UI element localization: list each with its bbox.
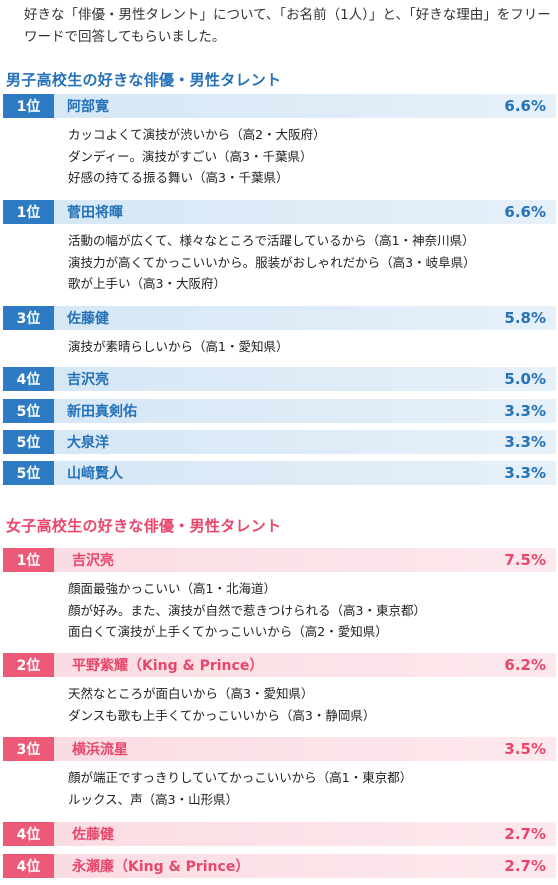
talent-name: 佐藤健	[72, 827, 114, 843]
percentage: 3.3%	[504, 402, 546, 420]
talent-name: 大泉洋	[67, 435, 109, 451]
reason-item: 顔が端正ですっきりしていてかっこいいから（高1・東京都）	[68, 770, 413, 785]
ranking-row: 2位 平野紫耀（King & Prince） 6.2%	[3, 653, 556, 677]
talent-name: 新田真剣佑	[67, 404, 137, 420]
reason-item: 演技力が高くてかっこいいから。服装がおしゃれだから（高3・岐阜県）	[68, 254, 476, 270]
reason-item: 演技が素晴らしいから（高1・愛知県）	[68, 339, 289, 354]
percentage: 2.7%	[504, 825, 546, 843]
talent-name: 横浜流星	[72, 742, 128, 758]
percentage: 2.7%	[504, 857, 546, 875]
percentage: 5.0%	[504, 370, 546, 388]
rank-badge: 3位	[3, 737, 54, 761]
talent-name: 山﨑賢人	[67, 466, 123, 482]
ranking-row: 5位 新田真剣佑 3.3%	[3, 399, 556, 423]
talent-name: 吉沢亮	[72, 553, 114, 569]
rank-badge: 2位	[3, 653, 54, 677]
ranking-row: 4位 永瀬廉（King & Prince） 2.7%	[3, 854, 556, 878]
rank-badge: 1位	[3, 94, 54, 118]
ranking-row: 5位 山﨑賢人 3.3%	[3, 461, 556, 485]
reason-list: 演技が素晴らしいから（高1・愛知県）	[68, 336, 553, 358]
ranking-row: 1位 菅田将暉 6.6%	[3, 200, 556, 224]
talent-name: 阿部寛	[67, 99, 109, 115]
reason-list: 顔面最強かっこいい（高1・北海道） 顔が好み。また、演技が自然で惹きつけられる（…	[68, 578, 553, 643]
rank-badge: 4位	[3, 367, 54, 391]
percentage: 3.3%	[504, 433, 546, 451]
rank-badge: 1位	[3, 200, 54, 224]
rank-badge: 1位	[3, 548, 54, 572]
reason-item: カッコよくて演技が渋いから（高2・大阪府）	[68, 127, 326, 142]
ranking-row: 1位 吉沢亮 7.5%	[3, 548, 556, 572]
ranking-row: 3位 横浜流星 3.5%	[3, 737, 556, 761]
rank-badge: 5位	[3, 430, 54, 454]
reason-item: 顔面最強かっこいい（高1・北海道）	[68, 581, 276, 596]
reason-item: ルックス、声（高3・山形県）	[68, 791, 239, 807]
rank-badge: 4位	[3, 822, 54, 846]
reason-item: ダンスも歌も上手くてかっこいいから（高3・静岡県）	[68, 707, 376, 723]
girls-section-title: 女子高校生の好きな俳優・男性タレント	[6, 517, 282, 535]
ranking-row: 4位 佐藤健 2.7%	[3, 822, 556, 846]
talent-name: 佐藤健	[67, 311, 109, 327]
reason-item: ダンディー。演技がすごい（高3・千葉県）	[68, 148, 313, 164]
ranking-row: 3位 佐藤健 5.8%	[3, 306, 556, 330]
rank-badge: 5位	[3, 461, 54, 485]
reason-item: 顔が好み。また、演技が自然で惹きつけられる（高3・東京都）	[68, 602, 426, 618]
reason-item: 天然なところが面白いから（高3・愛知県）	[68, 686, 314, 701]
percentage: 3.3%	[504, 464, 546, 482]
reason-item: 活動の幅が広くて、様々なところで活躍しているから（高1・神奈川県）	[68, 233, 475, 248]
percentage: 7.5%	[504, 551, 546, 569]
rank-badge: 3位	[3, 306, 54, 330]
rank-badge: 4位	[3, 854, 54, 878]
percentage: 6.6%	[504, 203, 546, 221]
rank-badge: 5位	[3, 399, 54, 423]
percentage: 5.8%	[504, 309, 546, 327]
ranking-row: 4位 吉沢亮 5.0%	[3, 367, 556, 391]
talent-name: 平野紫耀（King & Prince）	[72, 658, 264, 674]
percentage: 6.6%	[504, 97, 546, 115]
percentage: 3.5%	[504, 740, 546, 758]
reason-list: 天然なところが面白いから（高3・愛知県） ダンスも歌も上手くてかっこいいから（高…	[68, 683, 553, 726]
percentage: 6.2%	[504, 656, 546, 674]
intro-text: 好きな「俳優・男性タレント」について、「お名前（1人）」と、「好きな理由」をフリ…	[24, 7, 551, 45]
ranking-row: 1位 阿部寛 6.6%	[3, 94, 556, 118]
reason-list: 顔が端正ですっきりしていてかっこいいから（高1・東京都） ルックス、声（高3・山…	[68, 767, 553, 810]
reason-item: 歌が上手い（高3・大阪府）	[68, 276, 226, 291]
reason-list: 活動の幅が広くて、様々なところで活躍しているから（高1・神奈川県） 演技力が高く…	[68, 230, 553, 295]
ranking-row: 5位 大泉洋 3.3%	[3, 430, 556, 454]
talent-name: 吉沢亮	[67, 372, 109, 388]
boys-section-title: 男子高校生の好きな俳優・男性タレント	[6, 71, 282, 89]
talent-name: 菅田将暉	[67, 205, 123, 221]
reason-list: カッコよくて演技が渋いから（高2・大阪府） ダンディー。演技がすごい（高3・千葉…	[68, 124, 553, 189]
reason-item: 面白くて演技が上手くてかっこいいから（高2・愛知県）	[68, 624, 388, 639]
reason-item: 好感の持てる振る舞い（高3・千葉県）	[68, 170, 289, 185]
talent-name: 永瀬廉（King & Prince）	[72, 859, 250, 875]
